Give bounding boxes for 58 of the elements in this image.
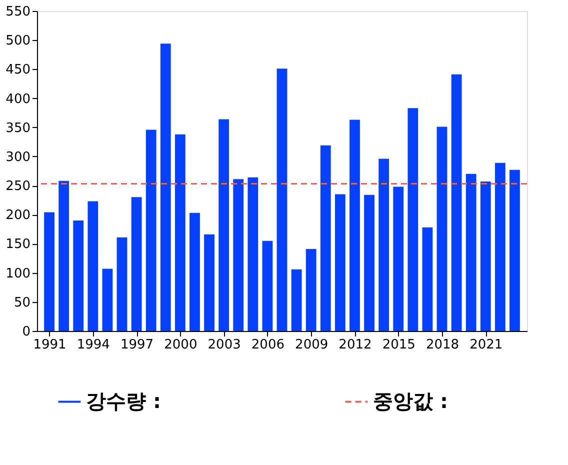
x-tick-label: 2009 xyxy=(295,338,328,352)
bar xyxy=(494,162,506,331)
bar xyxy=(44,212,54,331)
y-tick-label: 350 xyxy=(6,120,30,136)
x-tick-label: 2018 xyxy=(426,338,460,352)
bar xyxy=(334,194,346,331)
bar xyxy=(174,134,186,331)
y-tick-label: 550 xyxy=(6,4,30,20)
y-tick-label: 450 xyxy=(6,62,30,78)
x-tick-label: 1997 xyxy=(120,338,154,352)
bar xyxy=(480,181,491,331)
bar xyxy=(160,44,171,331)
x-tick-label: 1994 xyxy=(76,338,110,352)
y-tick-label: 250 xyxy=(6,179,30,194)
bar xyxy=(204,234,214,331)
x-tick-label: 2021 xyxy=(470,338,503,352)
bar xyxy=(436,126,448,331)
bar xyxy=(58,180,70,331)
y-tick-label: 400 xyxy=(6,92,30,107)
bar xyxy=(350,120,360,331)
x-tick-label: 1991 xyxy=(33,338,66,352)
bar xyxy=(102,268,113,331)
bar xyxy=(218,119,230,331)
bar xyxy=(510,170,520,331)
bar xyxy=(451,74,462,331)
bar xyxy=(393,186,404,331)
bar xyxy=(131,197,142,331)
y-tick-label: 50 xyxy=(14,295,30,310)
y-tick-label: 500 xyxy=(6,34,30,49)
x-tick-label: 2003 xyxy=(208,338,241,352)
bar xyxy=(364,194,374,331)
y-tick-label: 0 xyxy=(22,324,30,340)
y-tick-label: 100 xyxy=(6,266,30,282)
y-tick-label: 200 xyxy=(6,208,30,224)
bar xyxy=(73,220,84,331)
bar xyxy=(190,212,200,331)
bar xyxy=(378,158,390,331)
y-tick-label: 300 xyxy=(6,150,30,165)
bar xyxy=(306,248,316,331)
bar xyxy=(276,68,288,331)
legend-label: 중앙값 : xyxy=(373,388,448,413)
bar xyxy=(466,174,476,331)
bar xyxy=(320,145,331,331)
legend-label: 강수량 : xyxy=(86,388,161,413)
x-tick-label: 2012 xyxy=(338,338,372,352)
x-tick-label: 2006 xyxy=(251,338,284,352)
bar xyxy=(422,227,433,331)
bar xyxy=(291,269,302,331)
bar xyxy=(262,240,273,331)
bar xyxy=(248,177,258,331)
bar xyxy=(88,201,98,331)
x-tick-label: 2000 xyxy=(164,338,198,352)
bar xyxy=(116,237,128,331)
bar xyxy=(146,130,156,331)
x-tick-label: 2015 xyxy=(382,338,416,352)
bar xyxy=(408,108,418,331)
y-tick-label: 150 xyxy=(6,237,30,252)
bar xyxy=(233,179,244,331)
